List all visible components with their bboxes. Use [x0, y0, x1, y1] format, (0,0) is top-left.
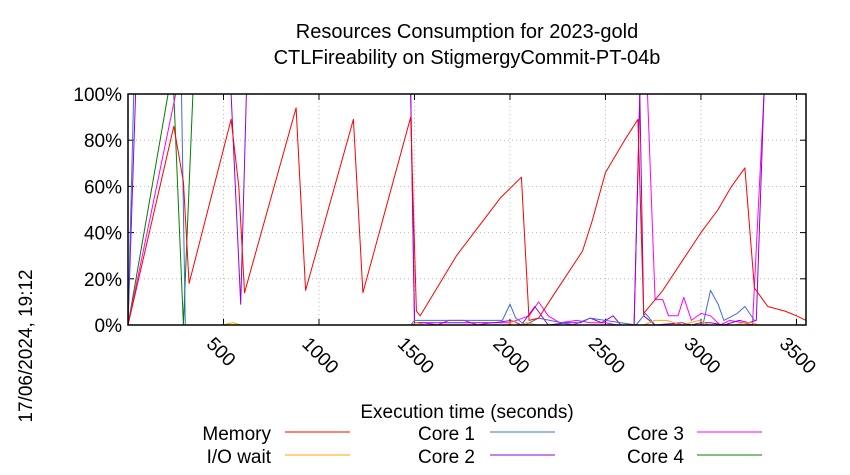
series-lines	[127, 93, 807, 326]
x-axis-label: Execution time (seconds)	[360, 402, 573, 423]
x-tick-label: 2500	[584, 334, 629, 379]
x-tick-label: 1500	[393, 334, 438, 379]
series-line-core-2	[127, 93, 806, 326]
y-tick-label: 40%	[84, 224, 122, 245]
legend-label-core-4: Core 4	[627, 447, 684, 468]
x-tick-label: 2000	[488, 334, 533, 379]
axis-ticks: 500 1000 1500 2000 2500 3000 3500 0% 20% 40% 60% 80…	[73, 85, 819, 378]
legend-label-core-3: Core 3	[627, 424, 684, 445]
legend-label-io-wait: I/O wait	[207, 447, 272, 468]
series-line-core-1	[127, 93, 755, 326]
plot-border	[127, 93, 807, 326]
timestamp-label: 17/06/2024, 19:12	[16, 269, 37, 422]
legend-label-memory: Memory	[202, 424, 271, 445]
y-tick-label: 100%	[73, 85, 122, 106]
grid	[128, 93, 806, 326]
y-tick-label: 80%	[84, 131, 122, 152]
chart-subtitle: CTLFireability on StigmergyCommit-PT-04b	[274, 47, 661, 69]
x-tick-label: 1000	[297, 334, 342, 379]
chart-title: Resources Consumption for 2023-gold	[296, 21, 638, 43]
x-tick-label: 3000	[679, 334, 724, 379]
series-line-core-3	[127, 93, 806, 326]
y-tick-label: 20%	[84, 270, 122, 291]
series-line-core-4	[127, 93, 806, 326]
y-tick-label: 0%	[95, 316, 123, 337]
legend: Memory I/O wait Core 1 Core 2 Core 3 Cor…	[202, 424, 762, 468]
series-line-memory	[127, 107, 807, 326]
x-tick-label: 500	[202, 334, 239, 371]
legend-label-core-1: Core 1	[418, 424, 475, 445]
legend-label-core-2: Core 2	[418, 447, 475, 468]
y-tick-label: 60%	[84, 177, 122, 198]
x-tick-label: 3500	[775, 334, 820, 379]
